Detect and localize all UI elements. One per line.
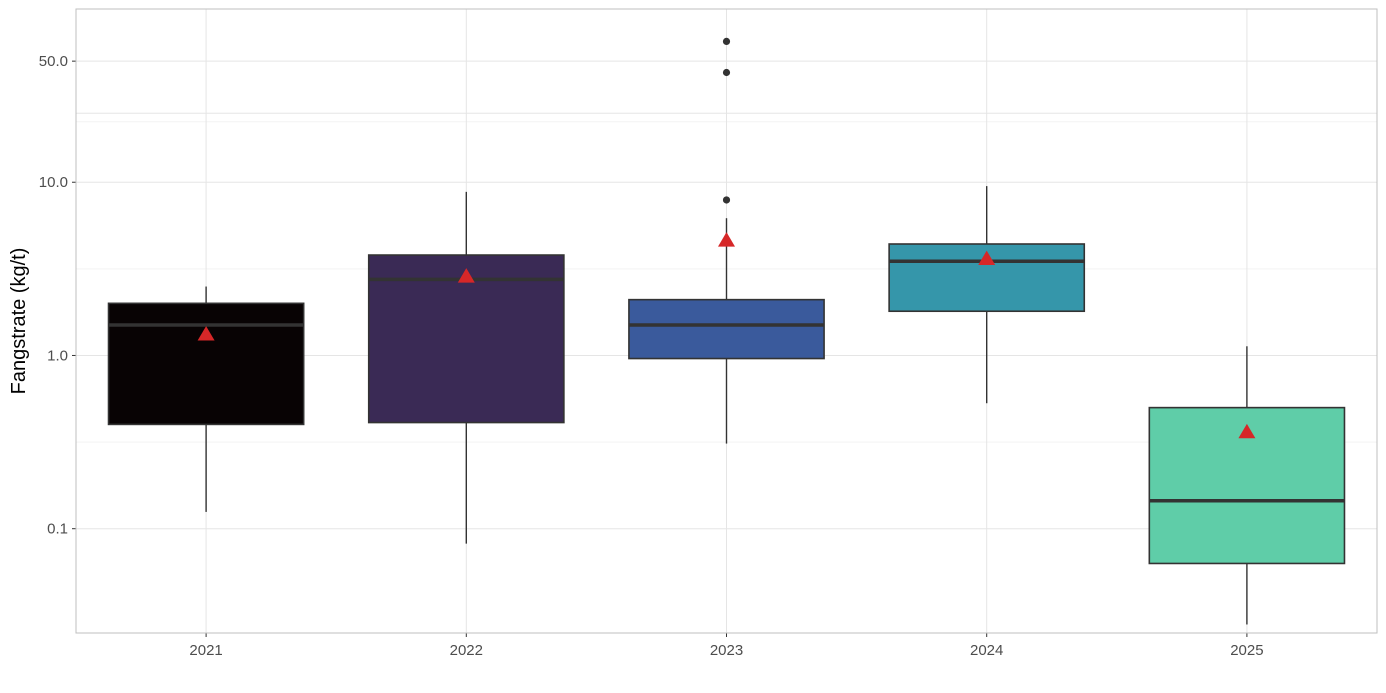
outlier-point — [722, 37, 731, 46]
panel-border — [75, 8, 1378, 634]
x-tick-label-2022: 2022 — [450, 642, 483, 659]
box-2021 — [107, 286, 305, 512]
box-body — [107, 302, 305, 426]
mean-marker — [718, 232, 735, 247]
y-tick-label: 0.1 — [47, 521, 68, 538]
mean-marker — [978, 250, 996, 266]
mean-marker — [197, 326, 215, 341]
boxes — [107, 37, 1346, 625]
x-tick-label-2023: 2023 — [710, 642, 743, 659]
y-tick-label: 10.0 — [39, 174, 68, 191]
box-2023 — [628, 37, 825, 444]
x-tick-label-2025: 2025 — [1230, 642, 1263, 659]
outlier-point — [722, 196, 731, 204]
box-body — [367, 254, 565, 424]
x-tick-label-2024: 2024 — [970, 642, 1003, 659]
outlier-point — [722, 68, 731, 77]
y-tick-label: 50.0 — [39, 53, 68, 70]
y-tick-label: 1.0 — [47, 347, 68, 364]
box-2022 — [367, 191, 565, 544]
y-axis-title: Fangstrate (kg/t) — [8, 248, 30, 395]
x-tick-label-2021: 2021 — [189, 642, 222, 659]
mean-marker — [1238, 423, 1256, 439]
axes: 0.1 1.0 10.0 50.0 2021 2022 2023 2024 2025 — [39, 53, 1264, 659]
mean-marker — [457, 268, 475, 283]
box-2025 — [1148, 346, 1346, 625]
box-2024 — [888, 186, 1086, 404]
box-body — [628, 298, 825, 360]
